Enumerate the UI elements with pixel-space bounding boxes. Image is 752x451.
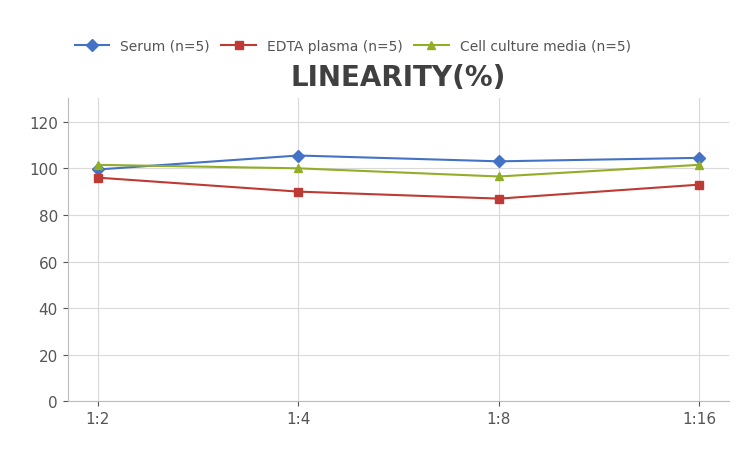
Line: Cell culture media (n=5): Cell culture media (n=5) xyxy=(93,161,704,181)
Cell culture media (n=5) xyxy=(494,175,503,180)
Cell culture media (n=5) xyxy=(93,163,102,168)
EDTA plasma (n=5) xyxy=(294,189,303,195)
Cell culture media (n=5) xyxy=(695,163,704,168)
Title: LINEARITY(%): LINEARITY(%) xyxy=(291,64,506,92)
Line: EDTA plasma (n=5): EDTA plasma (n=5) xyxy=(93,174,704,203)
Serum (n=5) xyxy=(294,153,303,159)
EDTA plasma (n=5) xyxy=(93,175,102,181)
Line: Serum (n=5): Serum (n=5) xyxy=(93,152,704,174)
Serum (n=5) xyxy=(695,156,704,161)
EDTA plasma (n=5) xyxy=(695,183,704,188)
Serum (n=5) xyxy=(93,167,102,173)
Serum (n=5) xyxy=(494,159,503,165)
Cell culture media (n=5) xyxy=(294,166,303,172)
EDTA plasma (n=5) xyxy=(494,197,503,202)
Legend: Serum (n=5), EDTA plasma (n=5), Cell culture media (n=5): Serum (n=5), EDTA plasma (n=5), Cell cul… xyxy=(74,40,631,54)
